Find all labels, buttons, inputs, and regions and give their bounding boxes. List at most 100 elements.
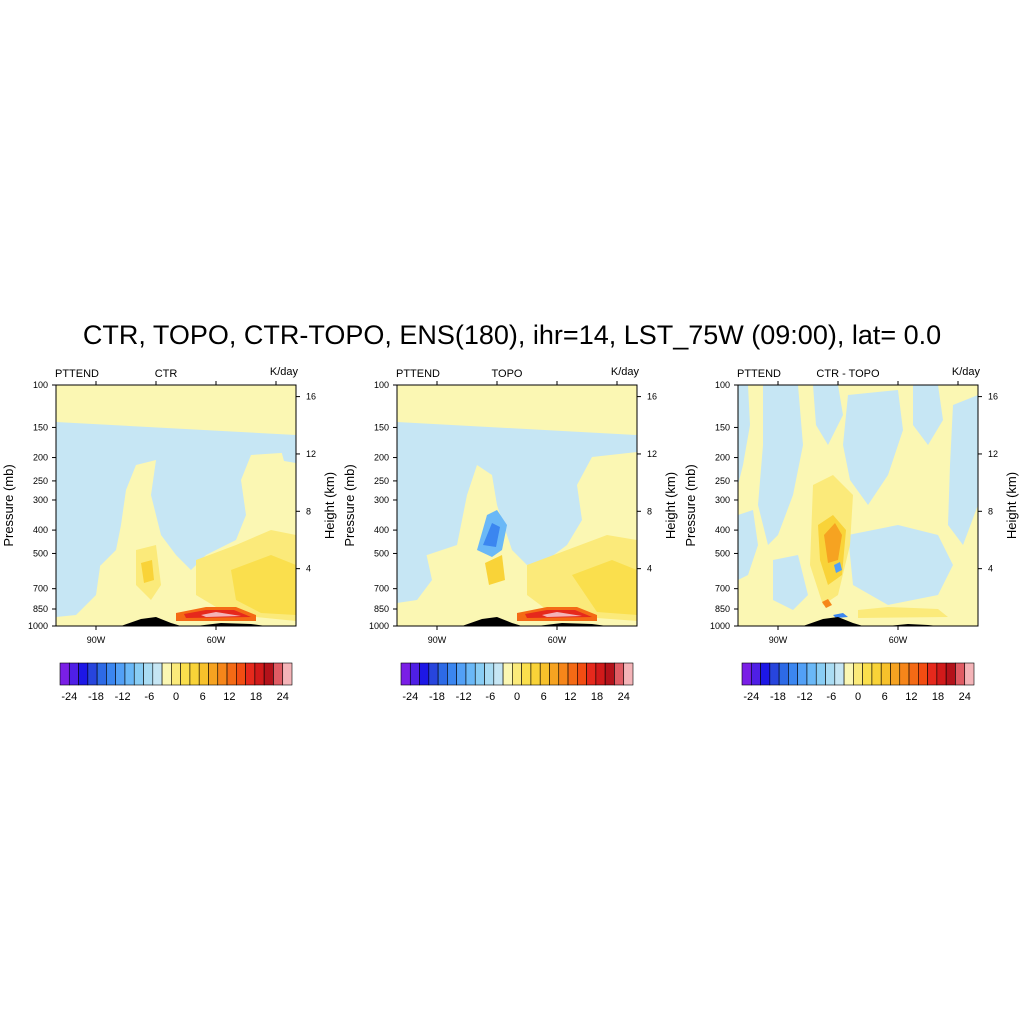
colorbar-box-20 — [577, 662, 587, 686]
panel-3: PTTEND CTR - TOPO K/day 90W 60W 100 150 200 250 3… — [683, 366, 1019, 703]
field-contour-10 — [542, 612, 582, 617]
y-right-tick-label-3: 8 — [647, 506, 652, 516]
colorbar-box-18 — [899, 662, 910, 686]
field-contour-10 — [201, 612, 241, 617]
colorbar-label-1: -24 — [61, 691, 77, 703]
y-tick-label-7: 500 — [374, 548, 389, 558]
colorbar-box-6 — [788, 662, 798, 686]
colorbar-box-5 — [778, 662, 789, 686]
colorbar-box-15 — [871, 662, 882, 686]
colorbar-label-9: 24 — [959, 691, 971, 703]
field-contour-11 — [462, 617, 522, 626]
colorbar-label-2: -18 — [429, 691, 445, 703]
colorbar-box-3 — [419, 662, 430, 686]
colorbar-box-8 — [465, 662, 476, 686]
field-contour-4 — [483, 523, 500, 547]
colorbar-box-13 — [853, 662, 863, 686]
colorbar-box-12 — [843, 662, 854, 686]
colorbar-box-9 — [474, 662, 485, 686]
colorbar-box-13 — [512, 662, 522, 686]
y-tick-label-1: 100 — [715, 380, 730, 390]
y-tick-label-9: 850 — [33, 604, 48, 614]
colorbar-box-22 — [936, 662, 947, 686]
y-tick-label-3: 200 — [33, 453, 48, 463]
colorbar-box-19 — [226, 662, 237, 686]
field-contour-3 — [813, 385, 843, 445]
colorbar-box-11 — [493, 662, 504, 686]
field-shapes — [56, 422, 296, 626]
field-contour-7 — [141, 560, 154, 583]
colorbar-label-5: 0 — [173, 691, 179, 703]
colorbar-box-7 — [456, 662, 467, 686]
field-contour-15 — [822, 599, 832, 608]
colorbar-label-4: -6 — [144, 691, 154, 703]
y-tick-label-6: 400 — [715, 525, 730, 535]
colorbar-box-17 — [208, 662, 219, 686]
colorbar: -24 -18 -12 -6 0 6 12 18 24 — [59, 662, 293, 703]
y-axis-label: Pressure (mb) — [683, 464, 698, 546]
colorbar-box-16 — [539, 662, 550, 686]
colorbar-box-17 — [549, 662, 560, 686]
figure-title: CTR, TOPO, CTR-TOPO, ENS(180), ihr=14, L… — [83, 320, 941, 350]
colorbar-label-6: 6 — [882, 691, 888, 703]
colorbar-box-19 — [908, 662, 919, 686]
field-contour-3 — [281, 447, 296, 463]
colorbar-label-7: 12 — [223, 691, 235, 703]
colorbar-box-8 — [124, 662, 135, 686]
colorbar-box-13 — [171, 662, 181, 686]
variable-label: PTTEND — [737, 368, 781, 380]
colorbar-label-6: 6 — [541, 691, 547, 703]
variable-label: PTTEND — [55, 368, 99, 380]
colorbar-box-15 — [189, 662, 200, 686]
x-tick-label-1: 90W — [769, 635, 788, 645]
field-contour-17 — [803, 617, 863, 626]
colorbar-box-17 — [890, 662, 901, 686]
colorbar-box-5 — [437, 662, 448, 686]
field-contour-8 — [848, 525, 953, 605]
y-tick-label-10: 1000 — [710, 621, 730, 631]
colorbar-box-6 — [106, 662, 116, 686]
y-tick-label-5: 300 — [374, 495, 389, 505]
colorbar-box-12 — [161, 662, 172, 686]
y-right-axis-label: Height (km) — [1004, 472, 1019, 539]
colorbar-label-9: 24 — [277, 691, 289, 703]
colorbar-box-19 — [567, 662, 578, 686]
colorbar-box-16 — [198, 662, 209, 686]
y-right-tick-label-4: 4 — [306, 564, 311, 574]
y-tick-label-2: 150 — [715, 422, 730, 432]
colorbar-box-10 — [484, 662, 495, 686]
field-shapes — [738, 385, 978, 626]
colorbar-box-20 — [236, 662, 246, 686]
colorbar-label-2: -18 — [88, 691, 104, 703]
colorbar-box-6 — [447, 662, 457, 686]
colorbar-label-4: -6 — [485, 691, 495, 703]
panel-2: PTTEND TOPO K/day 90W 60W 100 150 200 250 300 400 5… — [342, 366, 678, 703]
colorbar-box-20 — [918, 662, 928, 686]
colorbar-box-1 — [400, 662, 411, 686]
y-tick-label-1: 100 — [33, 380, 48, 390]
x-tick-label-2: 60W — [889, 635, 908, 645]
y-tick-label-5: 300 — [33, 495, 48, 505]
colorbar-box-25 — [964, 662, 975, 686]
y-right-axis-label: Height (km) — [663, 472, 678, 539]
field-contour-2 — [758, 385, 803, 545]
x-tick-label-2: 60W — [207, 635, 226, 645]
colorbar-box-4 — [428, 662, 439, 686]
colorbar-box-24 — [955, 662, 966, 686]
colorbar-box-21 — [927, 662, 938, 686]
field-shapes — [397, 422, 637, 626]
colorbar-box-22 — [254, 662, 265, 686]
colorbar-box-11 — [834, 662, 845, 686]
field-contour-1 — [56, 422, 296, 590]
y-right-tick-label-1: 16 — [306, 392, 316, 402]
y-right-tick-label-2: 12 — [306, 449, 316, 459]
colorbar-label-2: -18 — [770, 691, 786, 703]
units-label: K/day — [611, 366, 640, 378]
y-tick-label-10: 1000 — [28, 621, 48, 631]
y-tick-label-2: 150 — [33, 422, 48, 432]
plot-frame — [737, 384, 979, 627]
colorbar-box-4 — [769, 662, 780, 686]
y-tick-label-6: 400 — [374, 525, 389, 535]
